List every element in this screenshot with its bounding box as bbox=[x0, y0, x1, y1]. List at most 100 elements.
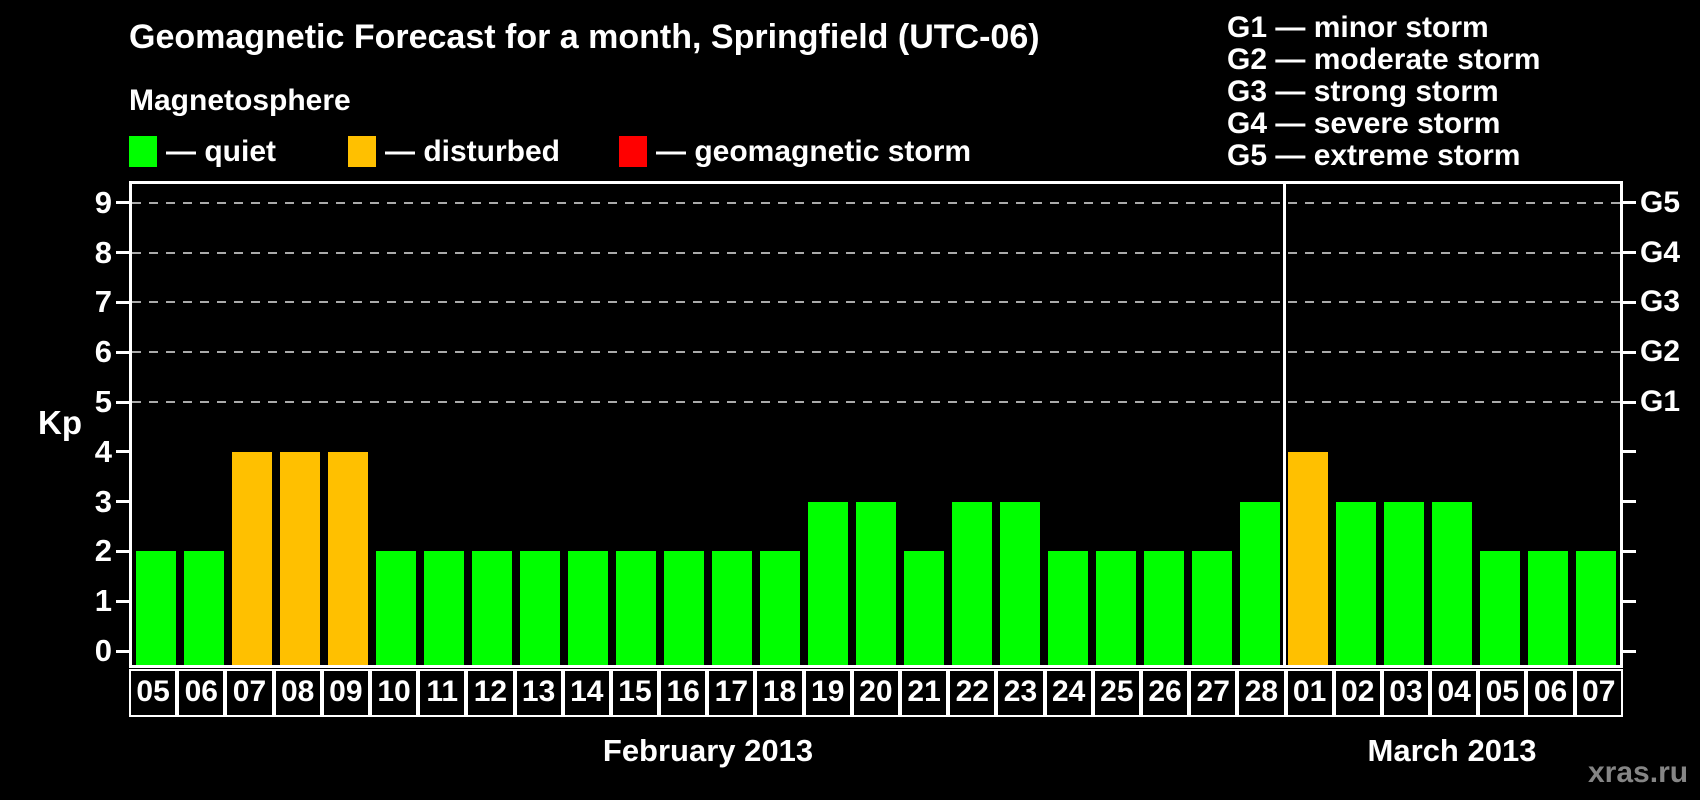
left-tick-7 bbox=[116, 300, 129, 304]
bar-day-17 bbox=[712, 551, 752, 665]
left-tick-0 bbox=[116, 649, 129, 653]
left-tick-8 bbox=[116, 251, 129, 255]
g-scale-label-g1: G1 bbox=[1640, 385, 1681, 418]
left-tick-1 bbox=[116, 599, 129, 603]
bar-day-06 bbox=[184, 551, 224, 665]
y-tick-label-2: 2 bbox=[94, 533, 112, 569]
day-label-18: 18 bbox=[755, 669, 804, 717]
day-label-05: 05 bbox=[129, 669, 178, 717]
bar-day-10 bbox=[376, 551, 416, 665]
y-tick-label-7: 7 bbox=[94, 284, 112, 320]
day-label-26: 26 bbox=[1140, 669, 1190, 717]
month-label-march: March 2013 bbox=[1367, 733, 1537, 768]
g4-legend-line: G4 — severe storm bbox=[1227, 107, 1501, 140]
left-tick-4 bbox=[116, 450, 129, 454]
day-label-12: 12 bbox=[466, 669, 515, 717]
day-label-01: 01 bbox=[1285, 669, 1334, 717]
left-tick-5 bbox=[116, 400, 129, 404]
bar-day-14 bbox=[568, 551, 608, 665]
day-label-20: 20 bbox=[851, 669, 900, 717]
bar-day-21 bbox=[904, 551, 944, 665]
right-tick-6 bbox=[1623, 350, 1636, 354]
day-label-28: 28 bbox=[1237, 669, 1286, 717]
day-label-11: 11 bbox=[418, 669, 467, 717]
y-tick-label-4: 4 bbox=[94, 433, 112, 469]
disturbed-swatch-icon bbox=[348, 136, 376, 167]
y-tick-label-6: 6 bbox=[94, 334, 112, 370]
bar-day-19 bbox=[808, 501, 848, 665]
bar-day-07 bbox=[1576, 551, 1616, 665]
g-scale-label-g3: G3 bbox=[1640, 285, 1681, 319]
chart-title: Geomagnetic Forecast for a month, Spring… bbox=[129, 18, 1040, 56]
storm-legend-label: — geomagnetic storm bbox=[656, 135, 972, 168]
day-label-03: 03 bbox=[1381, 669, 1431, 717]
legend-heading: Magnetosphere bbox=[129, 84, 351, 117]
bar-day-22 bbox=[952, 501, 992, 665]
bar-day-05 bbox=[136, 551, 176, 665]
right-tick-1 bbox=[1623, 599, 1636, 603]
bar-day-16 bbox=[664, 551, 704, 665]
bar-day-05 bbox=[1480, 551, 1520, 665]
day-label-05: 05 bbox=[1478, 669, 1527, 717]
bar-day-20 bbox=[856, 501, 896, 665]
bar-day-02 bbox=[1336, 501, 1376, 665]
left-tick-2 bbox=[116, 549, 129, 553]
day-label-25: 25 bbox=[1092, 669, 1141, 717]
bar-day-18 bbox=[760, 551, 800, 665]
gridline-kp7 bbox=[132, 301, 1620, 304]
day-label-09: 09 bbox=[321, 669, 370, 717]
day-label-21: 21 bbox=[900, 669, 949, 717]
bar-day-09 bbox=[328, 451, 368, 665]
bar-day-01 bbox=[1288, 451, 1328, 665]
bar-day-13 bbox=[520, 551, 560, 665]
month-divider-line bbox=[1282, 184, 1286, 665]
day-label-02: 02 bbox=[1333, 669, 1382, 717]
y-tick-label-3: 3 bbox=[94, 483, 112, 519]
quiet-swatch-icon bbox=[129, 136, 157, 167]
day-label-22: 22 bbox=[948, 669, 997, 717]
g3-legend-line: G3 — strong storm bbox=[1227, 75, 1499, 108]
g1-legend-line: G1 — minor storm bbox=[1227, 11, 1489, 44]
day-label-07: 07 bbox=[1574, 669, 1623, 717]
gridline-kp5 bbox=[132, 401, 1620, 403]
day-label-17: 17 bbox=[707, 669, 756, 717]
bar-day-26 bbox=[1144, 551, 1184, 665]
right-tick-3 bbox=[1623, 500, 1636, 504]
right-tick-8 bbox=[1623, 251, 1636, 255]
bar-day-06 bbox=[1528, 551, 1568, 665]
g-scale-label-g2: G2 bbox=[1640, 335, 1681, 369]
g-scale-label-g4: G4 bbox=[1640, 235, 1681, 269]
left-tick-3 bbox=[116, 500, 129, 504]
y-axis-title: Kp bbox=[38, 404, 82, 441]
day-label-16: 16 bbox=[659, 669, 708, 717]
gridline-kp9 bbox=[132, 201, 1620, 204]
day-label-27: 27 bbox=[1189, 669, 1238, 717]
bar-day-15 bbox=[616, 551, 656, 665]
quiet-legend-label: — quiet bbox=[166, 135, 276, 168]
bar-day-28 bbox=[1240, 501, 1280, 665]
day-label-15: 15 bbox=[610, 669, 660, 717]
day-label-08: 08 bbox=[273, 669, 322, 717]
x-axis-day-row: 05 06 07 08 09 10 11 12 13 14 15 16 17 18 19 20 21 22 23 24… bbox=[129, 669, 1623, 717]
day-label-10: 10 bbox=[369, 669, 419, 717]
day-label-06: 06 bbox=[177, 669, 226, 717]
g-scale-label-g5: G5 bbox=[1640, 185, 1681, 219]
bar-day-03 bbox=[1384, 501, 1424, 665]
y-tick-label-1: 1 bbox=[94, 583, 112, 619]
g2-legend-line: G2 — moderate storm bbox=[1227, 43, 1541, 76]
right-tick-4 bbox=[1623, 450, 1636, 454]
y-tick-label-8: 8 bbox=[94, 234, 112, 270]
watermark: xras.ru bbox=[1588, 756, 1689, 789]
right-tick-5 bbox=[1623, 400, 1636, 404]
bar-day-08 bbox=[280, 451, 320, 665]
y-tick-label-0: 0 bbox=[94, 633, 112, 668]
bar-day-12 bbox=[472, 551, 512, 665]
right-tick-2 bbox=[1623, 549, 1636, 553]
left-tick-9 bbox=[116, 201, 129, 205]
right-tick-0 bbox=[1623, 649, 1636, 653]
gridline-kp8 bbox=[132, 251, 1620, 254]
storm-swatch-icon bbox=[619, 136, 647, 167]
day-label-04: 04 bbox=[1430, 669, 1479, 717]
g-scale-legend: G1 — minor storm G2 — moderate storm G3 … bbox=[1227, 12, 1540, 172]
